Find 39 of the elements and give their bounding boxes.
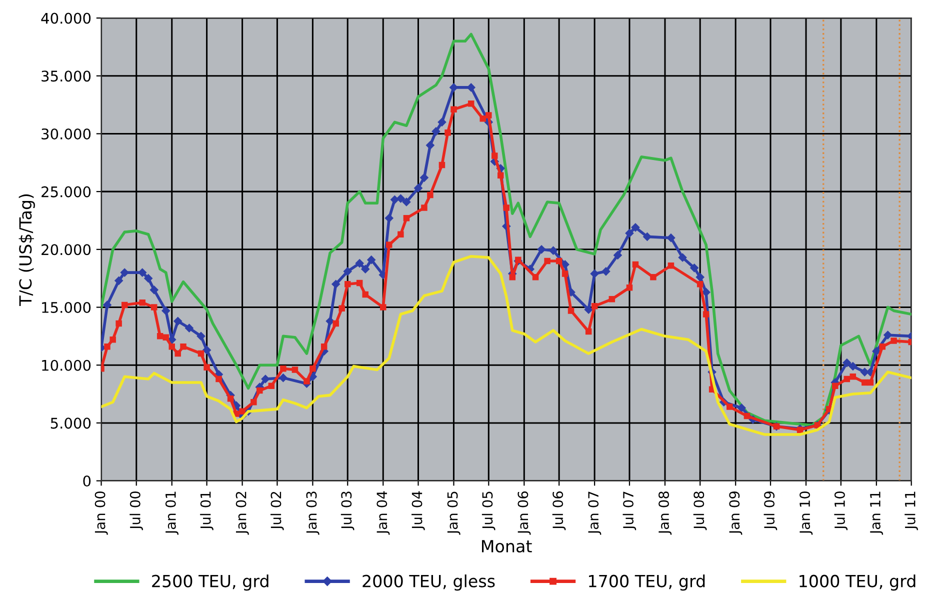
y-tick-label: 10.000 [42,360,91,371]
x-tick-label: Jul 06 [552,491,566,530]
x-tick-label: Jul 08 [693,491,707,530]
x-tick-label: Jan 08 [658,491,672,535]
x-tick-label: Jan 07 [588,492,602,535]
x-tick-label: Jan 03 [306,492,320,535]
y-axis-title: T/C (US$/Tag) [18,194,35,306]
y-tick-label: 15.000 [42,302,91,314]
x-tick-label: Jul 01 [200,492,214,530]
y-tick-label: 35.000 [42,70,91,82]
x-tick-label: Jul 09 [764,492,778,530]
x-tick-label: Jan 06 [518,491,531,535]
x-tick-label: Jul 04 [412,491,425,530]
legend-label: 2000 TEU, gless [362,574,495,591]
legend-label: 1000 TEU, grd [800,574,916,591]
x-tick-label: Jul 03 [340,492,354,530]
x-tick-label: Jan 09 [729,492,742,535]
x-tick-label: Jan 05 [447,492,460,535]
y-tick-label: 25.000 [42,186,91,198]
x-tick-label: Jan 10 [800,491,813,535]
x-tick-label: Jul 02 [270,492,284,530]
x-tick-label: Jul 07 [622,492,636,530]
x-tick-label: Jan 11 [870,492,884,535]
legend-label: 2500 TEU, grd [152,574,268,591]
y-tick-label: 5.000 [50,418,91,429]
y-tick-label: 30.000 [42,128,91,140]
x-tick-label: Jan 04 [376,491,390,535]
x-tick-label: Jul 00 [130,491,143,530]
x-tick-label: Jan 01 [165,492,178,535]
x-tick-label: Jul 05 [482,492,496,530]
legend-label: 1700 TEU, grd [589,574,705,591]
x-tick-label: Jan 00 [94,491,108,535]
x-axis-title: Monat [482,540,532,552]
y-tick-label: 20.000 [42,244,91,256]
y-tick-label: 40.000 [41,12,91,24]
y-tick-label: 0 [83,476,91,487]
x-tick-label: Jan 02 [236,492,249,535]
x-tick-label: Jul 10 [834,491,848,530]
x-tick-label: Jul 11 [904,492,918,530]
